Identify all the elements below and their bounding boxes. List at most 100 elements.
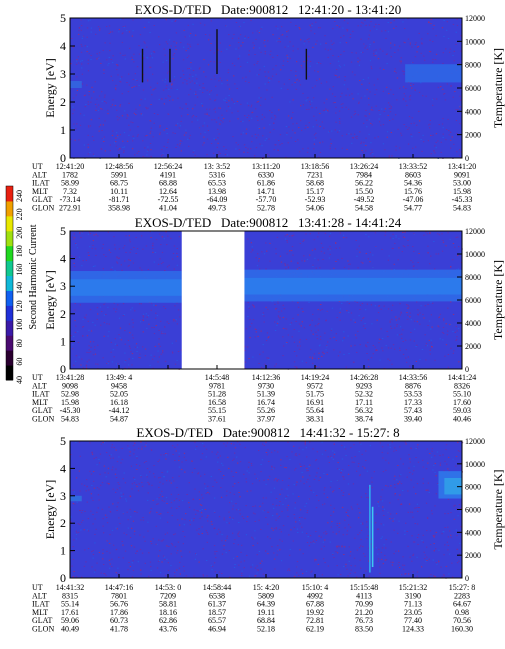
speckle-cell [174, 572, 176, 574]
speckle-cell [101, 508, 103, 510]
speckle-cell [416, 47, 419, 48]
speckle-cell [372, 267, 374, 268]
speckle-cell [251, 141, 253, 143]
speckle-cell [453, 505, 455, 507]
speckle-cell [165, 497, 168, 499]
speckle-cell [377, 312, 380, 314]
speckle-cell [425, 95, 427, 97]
speckle-cell [269, 110, 271, 112]
speckle-cell [244, 115, 246, 117]
speckle-cell [332, 86, 334, 88]
speckle-cell [438, 124, 440, 126]
speckle-cell [323, 473, 325, 475]
speckle-cell [407, 356, 409, 358]
speckle-cell [220, 51, 222, 53]
table-cell: 9781 [209, 381, 225, 390]
speckle-cell [275, 519, 277, 521]
speckle-cell [395, 235, 397, 237]
speckle-cell [234, 483, 236, 485]
speckle-cell [368, 97, 370, 99]
speckle-cell [84, 510, 86, 512]
speckle-cell [210, 90, 212, 92]
speckle-cell [324, 35, 326, 37]
speckle-cell [141, 485, 144, 487]
speckle-cell [137, 126, 139, 128]
speckle-cell [355, 240, 357, 241]
speckle-cell [200, 133, 202, 135]
speckle-cell [258, 47, 261, 49]
speckle-cell [375, 55, 377, 57]
speckle-cell [309, 475, 311, 477]
speckle-cell [357, 57, 359, 59]
speckle-cell [172, 352, 174, 354]
speckle-cell [377, 136, 379, 138]
speckle-cell [459, 154, 461, 156]
speckle-cell [302, 553, 304, 555]
speckle-cell [153, 465, 155, 467]
speckle-cell [396, 99, 398, 101]
speckle-cell [72, 46, 74, 48]
table-cell: 160.30 [451, 625, 473, 634]
speckle-cell [325, 42, 327, 44]
speckle-cell [356, 136, 358, 137]
speckle-cell [239, 443, 241, 445]
speckle-cell [75, 128, 77, 130]
speckle-cell [201, 105, 204, 107]
speckle-cell [157, 350, 159, 352]
speckle-cell [301, 465, 303, 467]
speckle-cell [166, 43, 169, 45]
speckle-cell [276, 480, 278, 482]
data-gap [181, 231, 245, 369]
speckle-cell [236, 556, 238, 557]
speckle-cell [313, 115, 315, 117]
y-tick-label: 3 [60, 67, 66, 81]
table-cell: 55.10 [453, 390, 471, 399]
speckle-cell [83, 95, 86, 97]
speckle-cell [435, 133, 438, 135]
speckle-cell [333, 336, 335, 338]
speckle-cell [135, 114, 137, 116]
speckle-cell [140, 476, 142, 478]
speckle-cell [92, 240, 94, 242]
speckle-cell [254, 133, 257, 135]
speckle-cell [442, 62, 444, 64]
speckle-cell [375, 49, 377, 51]
speckle-cell [314, 248, 316, 250]
speckle-cell [413, 233, 415, 235]
speckle-cell [359, 131, 361, 133]
table-cell: 5316 [209, 170, 225, 179]
speckle-cell [412, 261, 414, 263]
speckle-cell [118, 258, 120, 259]
speckle-cell [133, 449, 136, 451]
speckle-cell [379, 359, 381, 361]
speckle-cell [341, 444, 343, 446]
speckle-cell [452, 96, 454, 98]
speckle-cell [266, 357, 268, 359]
speckle-cell [406, 531, 408, 532]
speckle-cell [119, 18, 122, 20]
speckle-cell [354, 110, 356, 112]
speckle-cell [146, 154, 148, 156]
speckle-cell [263, 509, 265, 511]
speckle-cell [207, 64, 210, 66]
speckle-cell [112, 80, 114, 82]
speckle-cell [258, 97, 260, 99]
table-cell: 54.83 [453, 204, 471, 213]
speckle-cell [246, 554, 248, 556]
speckle-cell [97, 344, 99, 346]
speckle-cell [308, 55, 310, 57]
speckle-cell [142, 331, 144, 333]
speckle-cell [337, 462, 339, 464]
speckle-cell [199, 510, 201, 512]
speckle-cell [136, 152, 138, 154]
speckle-cell [202, 92, 204, 93]
speckle-cell [173, 53, 176, 54]
speckle-cell [145, 106, 147, 108]
speckle-cell [356, 351, 358, 353]
speckle-cell [337, 56, 340, 57]
speckle-cell [384, 149, 386, 151]
speckle-cell [316, 334, 318, 336]
speckle-cell [387, 31, 390, 33]
speckle-cell [254, 473, 256, 475]
speckle-cell [452, 331, 454, 333]
